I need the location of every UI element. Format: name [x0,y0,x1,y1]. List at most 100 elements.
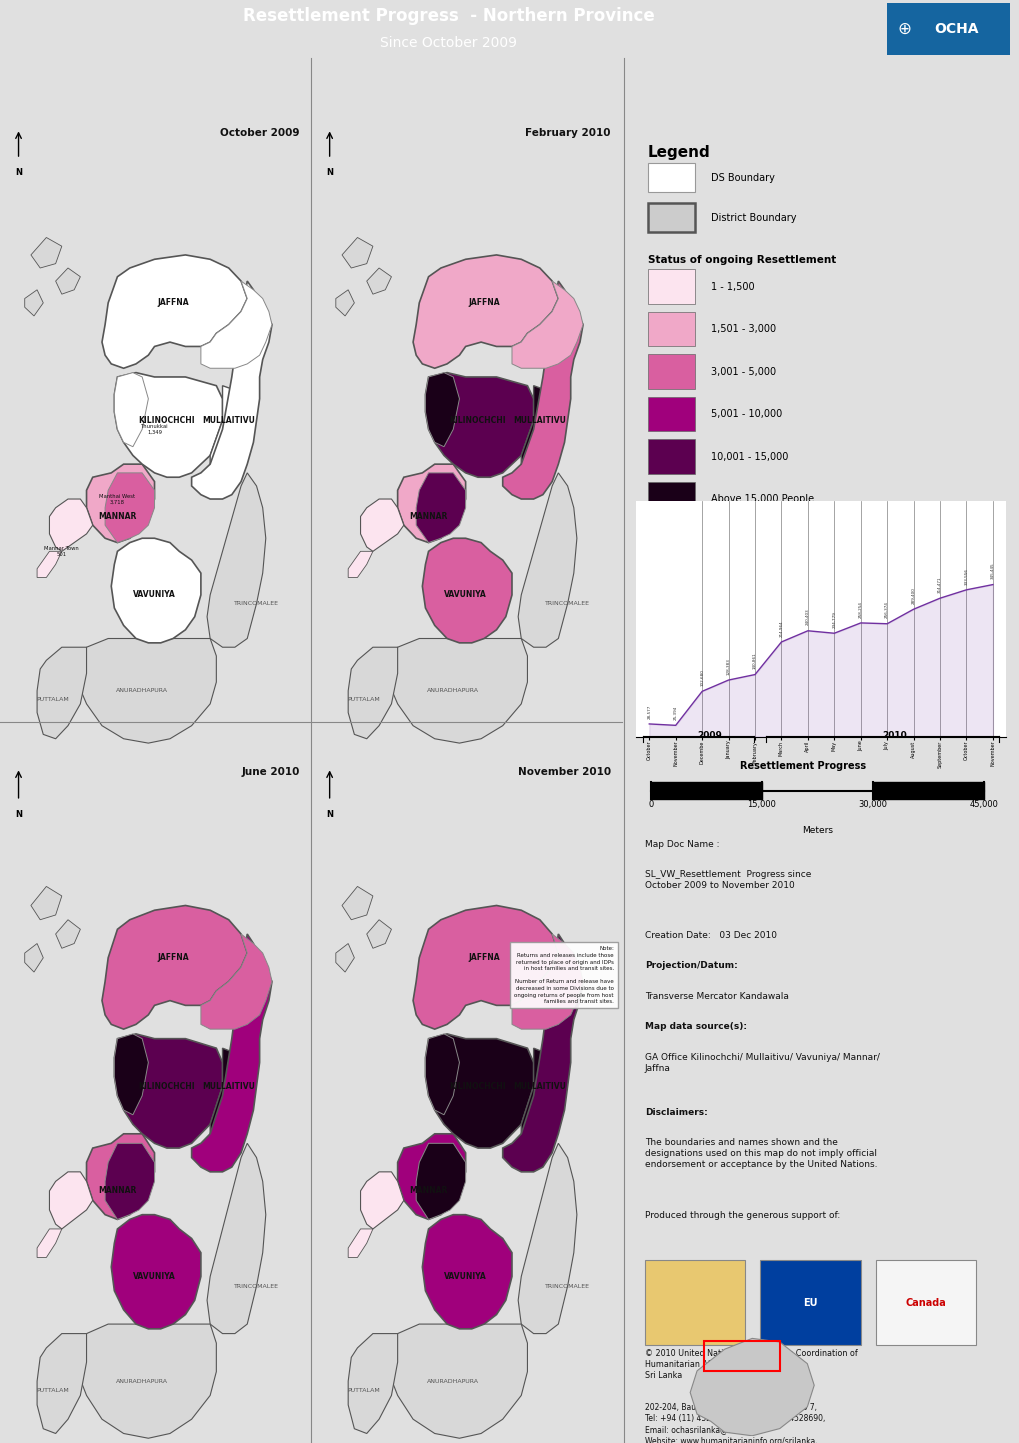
Text: N: N [326,811,333,820]
Polygon shape [347,1333,397,1433]
Polygon shape [24,290,43,316]
Polygon shape [49,1172,93,1229]
Text: N: N [326,167,333,176]
Polygon shape [105,473,155,543]
Text: DS Boundary: DS Boundary [710,173,774,183]
FancyBboxPatch shape [875,1260,975,1345]
Polygon shape [87,1134,155,1219]
Text: MANNAR: MANNAR [409,512,447,521]
Text: Mannar Town
501: Mannar Town 501 [45,545,79,557]
Text: Projection/Datum:: Projection/Datum: [644,961,737,971]
Polygon shape [37,551,62,577]
Polygon shape [105,1143,155,1219]
Text: 128,383: 128,383 [726,658,730,675]
Polygon shape [207,473,266,648]
Polygon shape [114,372,148,447]
Text: 314,471: 314,471 [937,576,942,593]
Text: KILINOCHCHI: KILINOCHCHI [139,1082,195,1091]
FancyBboxPatch shape [644,1260,744,1345]
Text: © 2010 United Nations Office for the Coordination of
Humanitarian Affairs
Sri La: © 2010 United Nations Office for the Coo… [644,1349,857,1380]
Text: Since October 2009: Since October 2009 [380,36,517,51]
Text: 30,000: 30,000 [858,801,887,810]
Text: 2010: 2010 [881,732,907,740]
Text: 25,394: 25,394 [673,706,677,720]
Text: 140,861: 140,861 [752,652,756,670]
Polygon shape [502,934,583,1172]
Text: VAVUNIYA: VAVUNIYA [133,1273,175,1281]
Text: MULLAITIVU: MULLAITIVU [513,416,566,426]
Text: N: N [15,167,22,176]
Polygon shape [521,385,564,486]
Polygon shape [77,638,216,743]
Polygon shape [425,372,533,478]
Polygon shape [37,648,87,739]
Text: June 2010: June 2010 [242,768,300,776]
Text: KILINOCHCHI: KILINOCHCHI [449,1082,505,1091]
Text: 289,400: 289,400 [911,587,915,605]
Polygon shape [192,281,272,499]
Text: 202-204, Bauddhaloka Mawatha, Colombo 7,
Tel: +94 (11) 4528689, Fax: +94 (11) 45: 202-204, Bauddhaloka Mawatha, Colombo 7,… [644,1404,824,1443]
Text: MANNAR: MANNAR [98,1186,137,1195]
Polygon shape [56,919,81,948]
Text: October 2009: October 2009 [220,128,300,139]
Text: Manthai West
3,718: Manthai West 3,718 [99,494,136,505]
Text: OCHA: OCHA [933,22,978,36]
Text: 10,001 - 15,000: 10,001 - 15,000 [710,452,788,462]
Polygon shape [341,238,373,268]
Text: Thunukkai
1,349: Thunukkai 1,349 [141,424,168,434]
Polygon shape [192,934,272,1172]
Text: District Boundary: District Boundary [710,212,796,222]
Polygon shape [210,385,253,486]
Text: Canada: Canada [905,1297,946,1307]
Text: MULLAITIVU: MULLAITIVU [513,1082,566,1091]
Polygon shape [425,1033,533,1149]
Text: 15,000: 15,000 [747,801,775,810]
Text: 345,445: 345,445 [990,563,994,579]
Text: Creation Date:   03 Dec 2010: Creation Date: 03 Dec 2010 [644,931,776,939]
Polygon shape [114,1033,148,1115]
Text: Resettlement Progress  - Northern Province: Resettlement Progress - Northern Provinc… [243,7,654,25]
Polygon shape [210,1048,253,1157]
Polygon shape [416,473,466,543]
Text: Map data source(s):: Map data source(s): [644,1023,746,1032]
Polygon shape [77,1325,216,1439]
Text: VAVUNIYA: VAVUNIYA [133,590,175,599]
Polygon shape [201,281,272,368]
Text: Above 15,000 People: Above 15,000 People [710,494,813,504]
Polygon shape [111,538,201,644]
Polygon shape [31,238,62,268]
Text: MULLAITIVU: MULLAITIVU [202,416,255,426]
Polygon shape [360,1172,404,1229]
Text: 240,403: 240,403 [805,609,809,625]
Text: TRINCOMALEE: TRINCOMALEE [233,1283,279,1289]
Polygon shape [49,499,93,551]
Polygon shape [413,905,557,1029]
Polygon shape [31,886,62,919]
FancyBboxPatch shape [647,482,694,517]
Text: 102,680: 102,680 [699,670,703,685]
Text: VAVUNIYA: VAVUNIYA [444,1273,486,1281]
Text: 1,501 - 3,000: 1,501 - 3,000 [710,325,775,335]
Polygon shape [24,944,43,973]
Polygon shape [416,1143,466,1219]
Polygon shape [422,538,512,644]
Polygon shape [413,255,557,368]
Polygon shape [207,1143,266,1333]
Polygon shape [360,499,404,551]
Text: PUTTALAM: PUTTALAM [36,1388,69,1392]
Text: KILINOCHCHI: KILINOCHCHI [449,416,505,426]
Text: KILINOCHCHI: KILINOCHCHI [139,416,195,426]
Text: Produced through the generous support of:: Produced through the generous support of… [644,1211,840,1221]
Polygon shape [111,1215,201,1329]
Text: SL_VW_Resettlement  Progress since
October 2009 to November 2010: SL_VW_Resettlement Progress since Octobe… [644,870,810,890]
Text: 28,577: 28,577 [647,704,650,719]
Polygon shape [347,648,397,739]
Polygon shape [102,905,247,1029]
Text: Map Doc Name :: Map Doc Name : [644,840,718,848]
Polygon shape [518,473,577,648]
Text: JAFFNA: JAFFNA [468,299,499,307]
Text: 2009: 2009 [697,732,721,740]
Text: ANURADHAPURA: ANURADHAPURA [116,1378,168,1384]
Text: Transverse Mercator Kandawala: Transverse Mercator Kandawala [644,991,788,1001]
Text: Note:
Returns and releases include those
returned to place of origin and IDPs
in: Note: Returns and releases include those… [514,947,613,1004]
